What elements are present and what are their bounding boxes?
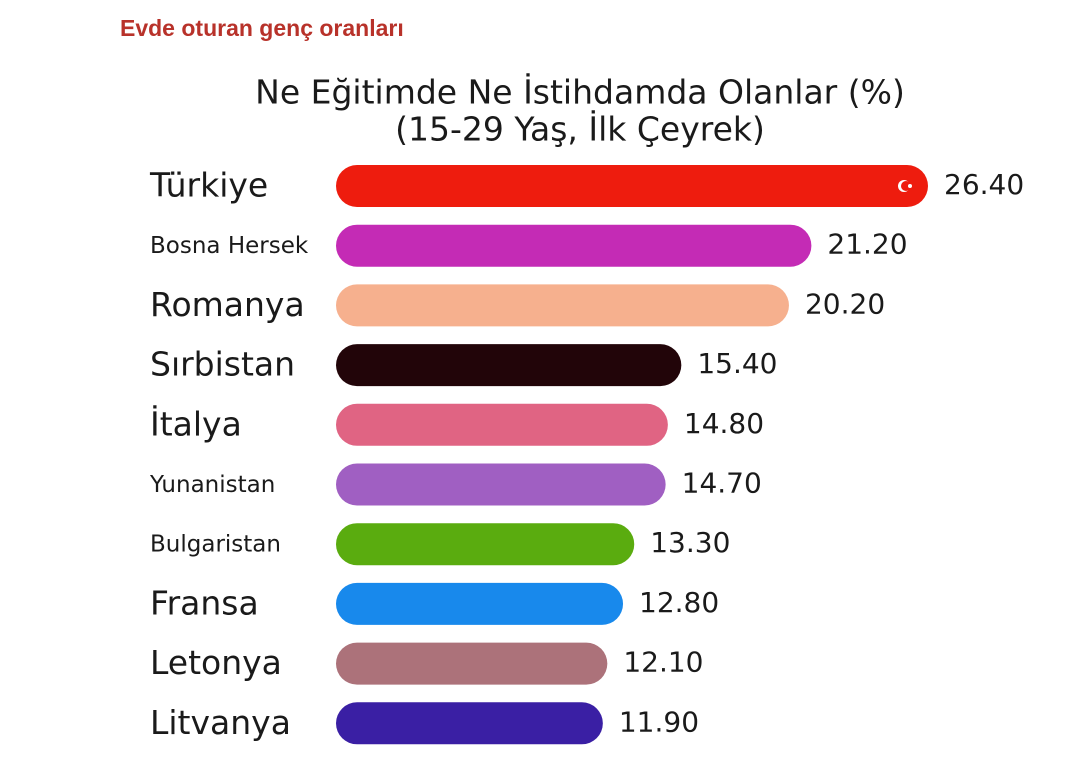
bar (336, 224, 812, 267)
category-label: Litvanya (150, 703, 291, 742)
category-label: Bosna Hersek (150, 233, 309, 259)
value-label: 12.80 (639, 586, 719, 619)
bar (336, 582, 624, 625)
value-label: 20.20 (805, 287, 885, 320)
value-label: 14.80 (684, 407, 764, 440)
category-label: Fransa (150, 583, 259, 622)
category-label: Romanya (150, 285, 305, 324)
chart-title: Ne Eğitimde Ne İstihdamda Olanlar (%) (255, 73, 905, 112)
category-label: Sırbistan (150, 345, 295, 384)
value-label: 12.10 (623, 646, 703, 679)
category-label: Letonya (150, 643, 282, 682)
category-label: Türkiye (149, 166, 268, 205)
value-label: 11.90 (619, 705, 699, 738)
value-label: 13.30 (650, 526, 730, 559)
bar (336, 403, 668, 446)
bar (336, 165, 928, 207)
page-header: Evde oturan genç oranları (120, 15, 404, 41)
value-label: 15.40 (697, 347, 777, 380)
bar (336, 523, 635, 566)
category-label: İtalya (150, 404, 242, 443)
bar (336, 344, 682, 387)
flag-crescent-cut (901, 181, 911, 191)
category-label: Bulgaristan (150, 532, 281, 558)
value-label: 26.40 (944, 168, 1024, 201)
flag-star (908, 184, 912, 188)
bar (336, 284, 789, 327)
bar (336, 463, 666, 506)
value-label: 21.20 (827, 228, 907, 261)
value-label: 14.70 (682, 467, 762, 500)
chart-subtitle: (15-29 Yaş, İlk Çeyrek) (395, 110, 765, 149)
category-label: Yunanistan (149, 472, 275, 498)
bar (336, 702, 603, 745)
bar (336, 642, 608, 685)
